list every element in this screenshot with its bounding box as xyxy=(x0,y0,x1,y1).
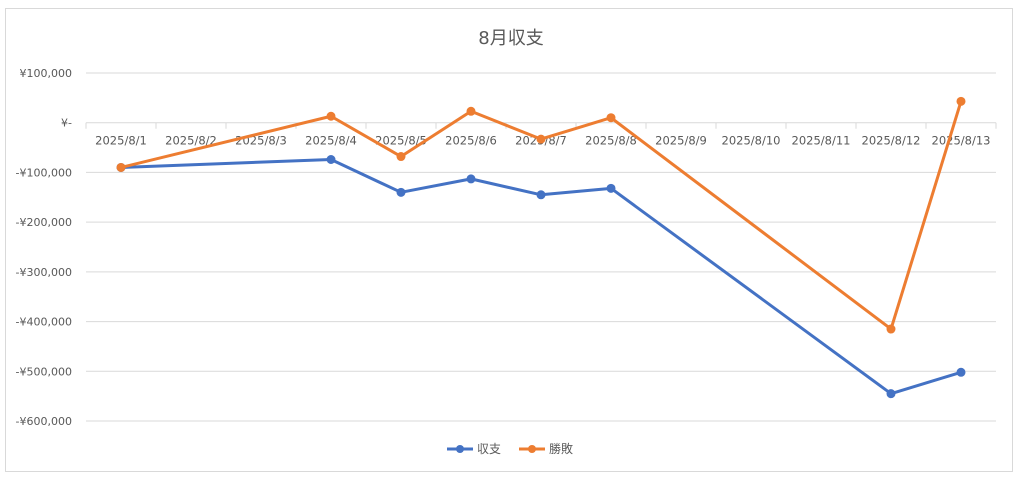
x-tick-label: 2025/8/8 xyxy=(585,134,637,148)
y-tick-label: -¥500,000 xyxy=(16,365,72,378)
data-point xyxy=(606,113,616,123)
data-point xyxy=(536,134,546,144)
legend-marker xyxy=(528,445,536,453)
y-tick-label: ¥100,000 xyxy=(20,67,73,80)
x-tick-label: 2025/8/2 xyxy=(165,134,217,148)
data-point xyxy=(116,162,126,172)
y-tick-label: -¥100,000 xyxy=(16,166,72,179)
gridlines xyxy=(86,72,996,422)
data-point xyxy=(326,155,336,165)
data-point xyxy=(326,111,336,121)
series-line-2 xyxy=(119,99,963,331)
data-point xyxy=(606,183,616,193)
x-tick-label: 2025/8/4 xyxy=(305,134,357,148)
legend-label-2: 勝敗 xyxy=(549,441,573,456)
data-point xyxy=(956,367,966,377)
x-tick-label: 2025/8/3 xyxy=(235,134,287,148)
legend: 収支 勝敗 xyxy=(447,441,573,456)
y-tick-label: -¥400,000 xyxy=(16,316,72,329)
data-point xyxy=(466,106,476,116)
x-tick-label: 2025/8/13 xyxy=(932,134,991,148)
legend-marker xyxy=(456,445,464,453)
y-tick-label: -¥200,000 xyxy=(16,216,72,229)
y-axis: ¥100,000 ¥- -¥100,000 -¥200,000 -¥300,000 -¥4… xyxy=(16,67,72,428)
x-tick-label: 2025/8/9 xyxy=(655,134,707,148)
y-tick-label: -¥600,000 xyxy=(16,415,72,428)
data-point xyxy=(956,96,966,106)
chart-title: 8月収支 xyxy=(478,28,543,49)
legend-label-1: 収支 xyxy=(477,442,501,456)
data-point xyxy=(886,389,896,399)
x-tick-label: 2025/8/1 xyxy=(95,134,147,148)
x-tick-label: 2025/8/5 xyxy=(375,134,427,148)
chart-area xyxy=(5,8,1013,472)
series-group xyxy=(116,96,966,399)
data-point xyxy=(536,190,546,200)
data-point xyxy=(396,187,406,197)
data-point xyxy=(466,174,476,184)
x-tick-label: 2025/8/11 xyxy=(792,134,851,148)
y-tick-label: ¥- xyxy=(61,117,72,130)
data-point xyxy=(886,324,896,334)
x-tick-label: 2025/8/6 xyxy=(445,134,497,148)
x-tick-label: 2025/8/10 xyxy=(722,134,781,148)
x-tick-label: 2025/8/12 xyxy=(862,134,921,148)
data-point xyxy=(396,152,406,162)
series-line-1 xyxy=(119,158,963,396)
y-tick-label: -¥300,000 xyxy=(16,266,72,279)
